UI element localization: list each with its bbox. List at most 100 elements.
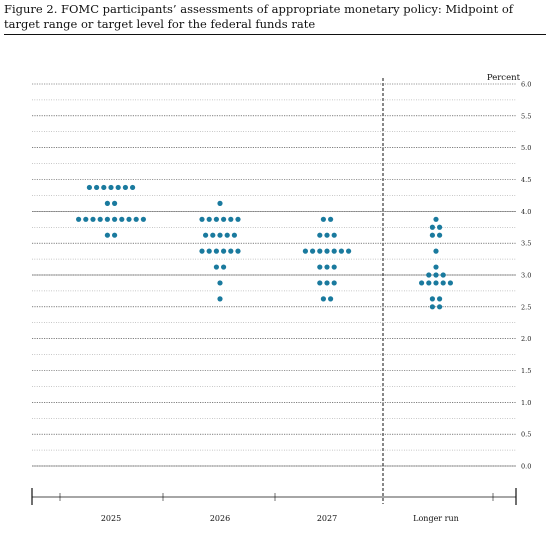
participant-dot xyxy=(101,184,107,191)
participant-dot xyxy=(86,184,92,191)
y-axis-label: Percent xyxy=(487,73,521,83)
participant-dot xyxy=(331,280,337,286)
y-tick-label: 0.0 xyxy=(521,463,531,471)
participant-dot xyxy=(224,232,230,238)
participant-dot xyxy=(317,264,323,270)
participant-dot xyxy=(331,248,337,254)
participant-dot xyxy=(320,296,326,302)
participant-dot xyxy=(317,232,323,238)
participant-dot xyxy=(140,216,146,222)
participant-dot xyxy=(433,280,439,286)
participant-dot xyxy=(76,216,82,222)
participant-dot xyxy=(203,232,209,238)
participant-dot xyxy=(429,296,435,302)
participant-dot xyxy=(324,264,330,270)
dots-layer xyxy=(76,184,453,310)
participant-dot xyxy=(437,232,443,238)
participant-dot xyxy=(235,248,241,254)
participant-dot xyxy=(104,200,110,206)
participant-dot xyxy=(221,216,227,222)
participant-dot xyxy=(115,184,121,191)
participant-dot xyxy=(206,248,212,254)
participant-dot xyxy=(130,184,136,191)
participant-dot xyxy=(433,264,439,270)
participant-dot xyxy=(302,248,308,254)
participant-dot xyxy=(346,248,352,254)
participant-dot xyxy=(217,280,223,286)
participant-dot xyxy=(108,184,114,191)
x-axis: 2025 2026 2027 Longer run xyxy=(31,488,517,523)
participant-dot xyxy=(437,224,443,230)
participant-dot xyxy=(317,280,323,286)
participant-dot xyxy=(104,216,110,222)
participant-dot xyxy=(429,232,435,238)
participant-dot xyxy=(104,232,110,238)
y-tick-label: 4.0 xyxy=(521,208,531,216)
x-tick-label: 2027 xyxy=(317,514,337,523)
participant-dot xyxy=(324,280,330,286)
participant-dot xyxy=(133,216,139,222)
participant-dot xyxy=(426,280,432,286)
participant-dot xyxy=(126,216,132,222)
y-tick-label: 1.5 xyxy=(521,367,531,375)
participant-dot xyxy=(119,216,125,222)
x-tick-label: 2026 xyxy=(210,514,230,523)
participant-dot xyxy=(310,248,316,254)
participant-dot xyxy=(228,216,234,222)
participant-dot xyxy=(213,264,219,270)
participant-dot xyxy=(433,272,439,278)
participant-dot xyxy=(331,264,337,270)
participant-dot xyxy=(440,280,446,286)
y-tick-label: 1.0 xyxy=(521,399,531,407)
y-tick-label: 5.0 xyxy=(521,144,531,152)
participant-dot xyxy=(324,232,330,238)
participant-dot xyxy=(122,184,128,191)
participant-dot xyxy=(437,304,443,310)
participant-dot xyxy=(199,216,205,222)
participant-dot xyxy=(112,200,118,206)
participant-dot xyxy=(228,248,234,254)
participant-dot xyxy=(90,216,96,222)
title-rule xyxy=(4,34,546,35)
participant-dot xyxy=(97,216,103,222)
participant-dot xyxy=(112,232,118,238)
y-tick-label: 4.5 xyxy=(521,176,531,184)
participant-dot xyxy=(419,280,425,286)
participant-dot xyxy=(217,200,223,206)
participant-dot xyxy=(231,232,237,238)
figure-title: Figure 2. FOMC participants’ assessments… xyxy=(4,2,514,31)
participant-dot xyxy=(338,248,344,254)
participant-dot xyxy=(213,216,219,222)
y-tick-label: 6.0 xyxy=(521,81,531,89)
participant-dot xyxy=(433,216,439,222)
y-tick-label: 2.0 xyxy=(521,335,531,343)
participant-dot xyxy=(426,272,432,278)
participant-dot xyxy=(429,224,435,230)
y-tick-label: 0.5 xyxy=(521,431,531,439)
participant-dot xyxy=(221,248,227,254)
participant-dot xyxy=(235,216,241,222)
participant-dot xyxy=(210,232,216,238)
participant-dot xyxy=(199,248,205,254)
participant-dot xyxy=(217,232,223,238)
participant-dot xyxy=(331,232,337,238)
y-tick-label: 3.5 xyxy=(521,240,531,248)
participant-dot xyxy=(317,248,323,254)
y-tick-label: 2.5 xyxy=(521,303,531,311)
participant-dot xyxy=(213,248,219,254)
participant-dot xyxy=(437,296,443,302)
y-tick-label: 5.5 xyxy=(521,112,531,120)
participant-dot xyxy=(429,304,435,310)
x-tick-label: 2025 xyxy=(101,514,121,523)
y-tick-labels: 0.0 0.5 1.0 1.5 2.0 2.5 3.0 3.5 4.0 4.5 5.0 5.5 6.0 xyxy=(521,81,531,471)
participant-dot xyxy=(206,216,212,222)
participant-dot xyxy=(328,216,334,222)
participant-dot xyxy=(324,248,330,254)
y-tick-label: 3.0 xyxy=(521,272,531,280)
participant-dot xyxy=(447,280,453,286)
participant-dot xyxy=(433,248,439,254)
participant-dot xyxy=(83,216,89,222)
participant-dot xyxy=(320,216,326,222)
x-tick-label: Longer run xyxy=(413,514,459,523)
